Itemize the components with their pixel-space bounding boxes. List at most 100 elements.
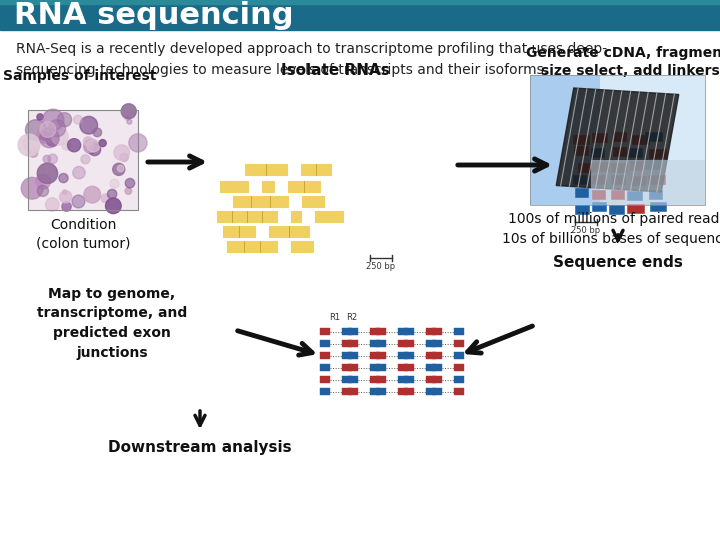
Circle shape xyxy=(125,188,132,194)
Bar xyxy=(649,190,662,199)
Bar xyxy=(628,148,642,157)
Bar xyxy=(348,364,358,371)
Text: Samples of interest: Samples of interest xyxy=(4,69,157,83)
Circle shape xyxy=(45,198,59,211)
Bar xyxy=(262,181,274,192)
Circle shape xyxy=(89,144,101,156)
Bar xyxy=(342,352,352,359)
Bar xyxy=(376,388,386,395)
Circle shape xyxy=(60,191,72,203)
Bar xyxy=(609,205,624,214)
Circle shape xyxy=(110,179,119,188)
Bar xyxy=(611,175,625,184)
Bar xyxy=(370,376,380,383)
Bar xyxy=(611,190,624,199)
Bar xyxy=(227,241,277,252)
Circle shape xyxy=(43,156,50,163)
Bar xyxy=(454,328,464,335)
Circle shape xyxy=(107,190,117,199)
Bar xyxy=(432,364,442,371)
Bar xyxy=(398,376,408,383)
Bar xyxy=(432,388,442,395)
Bar xyxy=(432,352,442,359)
Bar xyxy=(315,211,343,222)
Circle shape xyxy=(24,136,39,151)
Bar xyxy=(592,162,609,171)
Bar xyxy=(370,388,380,395)
Bar xyxy=(0,0,720,30)
Bar xyxy=(600,75,705,205)
Circle shape xyxy=(48,120,66,137)
Bar xyxy=(376,376,386,383)
Bar xyxy=(217,211,277,222)
Circle shape xyxy=(68,139,81,152)
Circle shape xyxy=(129,134,147,152)
Bar xyxy=(627,204,644,213)
Circle shape xyxy=(58,113,71,127)
Bar xyxy=(370,340,380,347)
Circle shape xyxy=(37,163,58,184)
Circle shape xyxy=(25,120,46,140)
Text: Downstream analysis: Downstream analysis xyxy=(108,440,292,455)
Bar xyxy=(342,388,352,395)
Bar xyxy=(592,202,606,211)
Bar xyxy=(404,328,414,335)
Bar xyxy=(398,352,408,359)
Text: RNA sequencing: RNA sequencing xyxy=(14,2,294,30)
Circle shape xyxy=(21,177,43,199)
Circle shape xyxy=(113,163,125,176)
Bar xyxy=(320,364,330,371)
Bar xyxy=(575,205,589,214)
Circle shape xyxy=(101,194,109,202)
Circle shape xyxy=(73,166,85,179)
Text: Generate cDNA, fragment,
size select, add linkers: Generate cDNA, fragment, size select, ad… xyxy=(526,46,720,78)
Bar xyxy=(348,352,358,359)
Bar xyxy=(630,161,643,170)
Circle shape xyxy=(87,139,99,152)
Circle shape xyxy=(121,104,136,119)
Bar xyxy=(454,352,464,359)
Text: R1: R1 xyxy=(330,313,341,322)
Bar xyxy=(342,328,352,335)
Bar xyxy=(28,110,138,210)
Circle shape xyxy=(120,153,128,161)
Bar xyxy=(575,188,588,197)
Bar xyxy=(398,364,408,371)
Text: Isolate RNAs: Isolate RNAs xyxy=(281,63,390,78)
Bar xyxy=(426,376,436,383)
Text: 100s of millions of paired reads
10s of billions bases of sequence: 100s of millions of paired reads 10s of … xyxy=(503,212,720,246)
Bar xyxy=(404,364,414,371)
Circle shape xyxy=(84,143,94,153)
Circle shape xyxy=(43,131,48,136)
Text: RNA-Seq is a recently developed approach to transcriptome profiling that uses de: RNA-Seq is a recently developed approach… xyxy=(16,42,607,77)
Circle shape xyxy=(40,122,55,137)
Bar xyxy=(454,364,464,371)
Bar xyxy=(591,159,705,205)
Bar xyxy=(320,376,330,383)
Circle shape xyxy=(62,202,71,211)
Bar xyxy=(573,135,589,144)
Bar xyxy=(592,133,607,142)
Text: Condition
(colon tumor): Condition (colon tumor) xyxy=(36,218,130,251)
Circle shape xyxy=(84,186,101,203)
Text: R2: R2 xyxy=(346,313,358,322)
Text: 250 bp: 250 bp xyxy=(366,262,395,271)
Circle shape xyxy=(59,173,68,183)
Bar xyxy=(573,175,586,184)
Bar xyxy=(370,364,380,371)
Bar xyxy=(233,196,288,207)
Bar xyxy=(574,146,588,155)
Bar xyxy=(530,75,705,205)
Bar xyxy=(631,176,646,185)
Bar xyxy=(591,148,604,157)
Bar xyxy=(376,364,386,371)
Bar xyxy=(376,328,386,335)
Bar xyxy=(370,352,380,359)
Bar xyxy=(645,160,661,169)
Bar xyxy=(432,340,442,347)
Circle shape xyxy=(37,114,43,120)
Circle shape xyxy=(46,133,59,146)
Bar xyxy=(348,340,358,347)
Circle shape xyxy=(37,127,52,143)
Bar xyxy=(650,202,666,211)
